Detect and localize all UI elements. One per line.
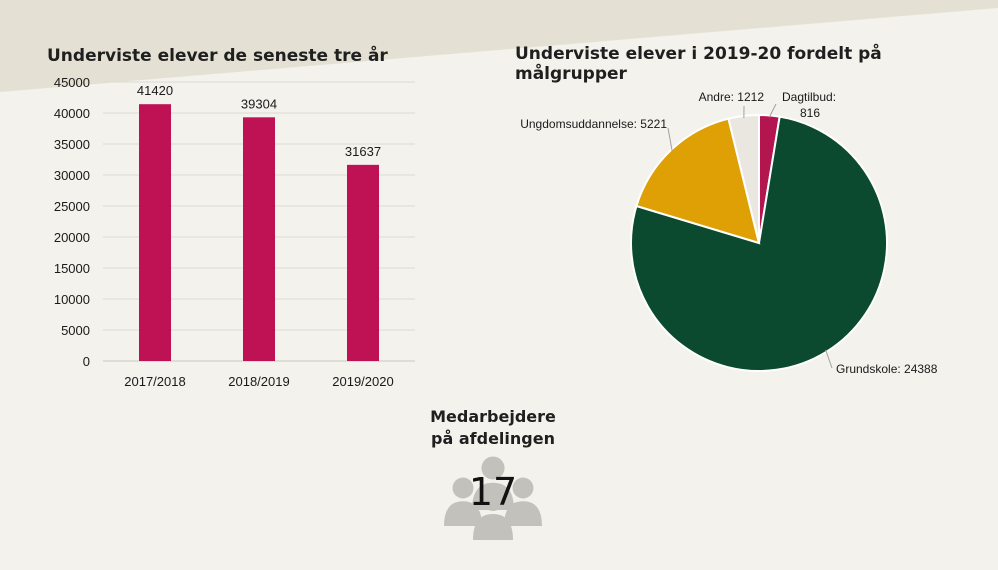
- bar: [243, 117, 275, 361]
- pie-slice: [635, 117, 761, 245]
- pie-slice-label: Andre: 1212: [699, 90, 765, 104]
- pie-chart: Dagtilbud: 816 Grundskole: 24388 Ungdomsudd…: [520, 90, 938, 376]
- people-group-icon: [444, 456, 542, 540]
- person-front-body: [473, 514, 513, 540]
- person-left-head: [452, 477, 474, 499]
- pie-chart-title: Underviste elever i 2019-20 fordelt på m…: [515, 44, 882, 84]
- person-front-head: [482, 489, 504, 511]
- person-left-body: [444, 501, 482, 526]
- x-tick-label: 2017/2018: [124, 374, 185, 389]
- pie-leader-line: [667, 127, 673, 152]
- pie-leader-line: [825, 349, 833, 369]
- x-tick-label: 2019/2020: [332, 374, 393, 389]
- bar: [139, 104, 171, 362]
- person-back-head: [481, 456, 505, 480]
- y-tick-label: 20000: [54, 230, 90, 245]
- staff-label: Medarbejdere på afdelingen: [430, 407, 556, 448]
- y-tick-label: 40000: [54, 106, 90, 121]
- y-tick-label: 35000: [54, 137, 90, 152]
- person-right-head: [512, 477, 534, 499]
- y-tick-label: 0: [83, 354, 90, 369]
- pie-leader-line: [768, 103, 777, 118]
- bar-chart: 0 5000 10000 15000 20000 25000 30000 35000 40000…: [54, 75, 415, 389]
- bar-data-label: 31637: [345, 144, 381, 159]
- staff-count: 17: [468, 470, 518, 514]
- bar-data-label: 39304: [241, 96, 277, 111]
- pie-slice-label: Dagtilbud:: [782, 90, 836, 104]
- pie-slice-label: Grundskole: 24388: [836, 362, 938, 376]
- staff-icon-wrap: 17: [433, 454, 553, 546]
- staff-counter: Medarbejdere på afdelingen 17: [398, 406, 588, 546]
- x-tick-label: 2018/2019: [228, 374, 289, 389]
- person-right-body: [504, 501, 542, 526]
- y-tick-label: 45000: [54, 75, 90, 90]
- y-tick-label: 30000: [54, 168, 90, 183]
- pie-slice-label: Ungdomsuddannelse: 5221: [520, 117, 667, 131]
- y-tick-label: 10000: [54, 292, 90, 307]
- bar-chart-title: Underviste elever de seneste tre år: [47, 46, 388, 66]
- pie-slice-label: 816: [800, 106, 820, 120]
- header-band: [0, 0, 998, 92]
- bar-data-label: 41420: [137, 83, 173, 98]
- y-tick-label: 25000: [54, 199, 90, 214]
- y-tick-label: 15000: [54, 261, 90, 276]
- bar: [347, 164, 379, 361]
- y-tick-label: 5000: [61, 323, 90, 338]
